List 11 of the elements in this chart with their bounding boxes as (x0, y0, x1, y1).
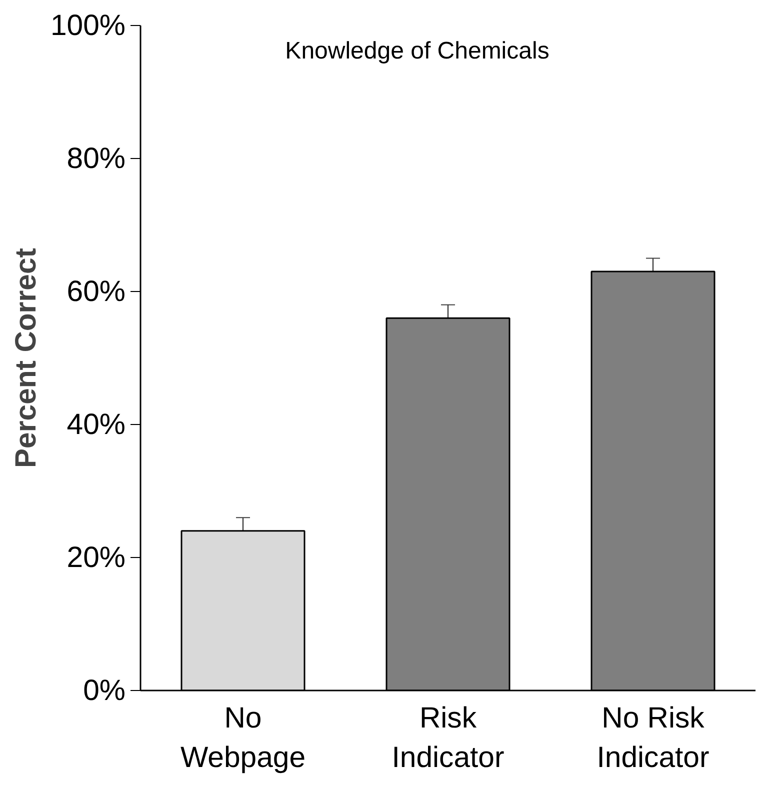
y-tick-label: 40% (66, 408, 126, 441)
text: Knowledge of Chemicals (285, 38, 550, 64)
y-tick-label: 100% (50, 9, 126, 42)
y-tick-label: 0% (83, 674, 126, 707)
y-tick-label: 80% (66, 142, 126, 175)
x-tick-label: No Risk Indicator (596, 702, 710, 774)
x-tick-label: Risk Indicator (392, 702, 504, 774)
y-tick-label: 60% (66, 275, 126, 308)
y-axis-title: Percent Correct (9, 248, 42, 468)
x-tick-label: No Webpage (180, 702, 306, 774)
y-tick-label: 20% (66, 541, 126, 574)
